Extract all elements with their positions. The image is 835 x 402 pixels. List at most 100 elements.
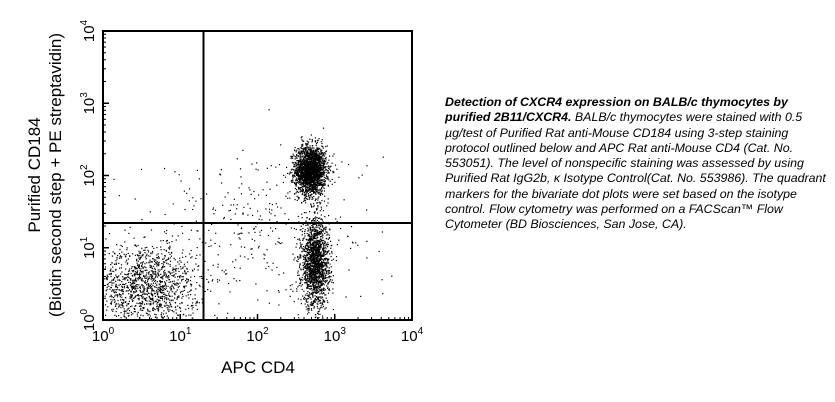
data-point-906 [300, 182, 302, 185]
data-point-1970 [320, 169, 322, 171]
data-point-4726 [139, 252, 141, 254]
data-point-4446 [121, 271, 123, 273]
data-point-1960 [309, 154, 312, 156]
data-point-2630 [307, 224, 309, 226]
data-point-2972 [317, 248, 319, 250]
data-point-3391 [307, 240, 309, 242]
data-point-3571 [312, 226, 314, 228]
data-point-3767 [318, 254, 320, 256]
data-point-1937 [302, 166, 304, 168]
data-point-3731 [308, 233, 310, 235]
data-point-4325 [148, 285, 150, 288]
data-point-4812 [138, 267, 141, 269]
data-point-4184 [166, 280, 168, 282]
data-point-3458 [318, 300, 320, 302]
data-point-2184 [311, 177, 313, 179]
data-point-4578 [152, 299, 154, 301]
data-point-1684 [299, 176, 301, 178]
data-point-3658 [306, 282, 308, 284]
data-point-3261 [321, 235, 323, 237]
data-point-2999 [325, 274, 327, 276]
data-point-1430 [321, 171, 323, 173]
data-point-4007 [140, 308, 142, 310]
data-point-4269 [170, 255, 172, 257]
data-point-3030 [313, 247, 315, 249]
data-point-3817 [300, 254, 302, 256]
data-point-3771 [312, 258, 314, 260]
data-point-1774 [307, 189, 309, 191]
data-point-4965 [149, 284, 151, 286]
data-point-3165 [311, 281, 313, 283]
data-point-1954 [321, 162, 323, 164]
data-point-4025 [124, 273, 126, 275]
data-point-4790 [150, 278, 152, 280]
data-point-3043 [308, 285, 310, 287]
data-point-1398 [312, 188, 314, 190]
data-point-1872 [318, 174, 320, 177]
data-point-3777 [306, 293, 308, 295]
data-point-2033 [299, 182, 301, 184]
data-point-3974 [179, 303, 181, 305]
data-point-3361 [297, 298, 299, 300]
data-point-1854 [309, 176, 311, 178]
data-point-3918 [169, 257, 171, 259]
data-point-900 [324, 169, 326, 171]
data-point-3641 [326, 263, 328, 265]
data-point-4244 [114, 295, 116, 297]
data-point-1728 [315, 198, 317, 200]
data-point-4429 [149, 311, 151, 313]
data-point-1246 [302, 168, 304, 170]
data-point-4485 [164, 213, 166, 216]
data-point-1655 [313, 161, 315, 163]
data-point-4638 [168, 306, 170, 308]
data-point-3691 [302, 248, 304, 250]
data-point-762 [292, 175, 294, 177]
data-point-4875 [168, 294, 170, 297]
data-point-1991 [317, 148, 319, 150]
data-point-4470 [139, 276, 141, 278]
data-point-3720 [313, 300, 315, 303]
data-point-472 [302, 163, 304, 165]
data-point-3363 [310, 249, 312, 251]
data-point-1653 [313, 179, 315, 181]
data-point-3408 [315, 279, 317, 281]
data-point-4566 [159, 303, 161, 305]
data-point-4322 [149, 275, 151, 277]
data-point-4031 [108, 285, 110, 287]
data-point-145 [301, 184, 303, 186]
data-point-4368 [113, 278, 115, 280]
data-point-1335 [305, 169, 307, 171]
data-point-3674 [309, 231, 311, 233]
data-points [104, 109, 393, 320]
data-point-3728 [318, 249, 320, 251]
data-point-3426 [321, 261, 324, 264]
data-point-1810 [327, 177, 329, 179]
data-point-4804 [131, 270, 133, 272]
data-point-1160 [309, 194, 311, 196]
data-point-3818 [307, 263, 309, 266]
data-point-3623 [320, 258, 322, 260]
data-point-3194 [301, 230, 303, 233]
data-point-4131 [159, 297, 162, 300]
data-point-2118 [309, 156, 312, 158]
data-point-3324 [313, 249, 315, 251]
data-point-4139 [152, 265, 155, 267]
data-point-4148 [170, 251, 173, 253]
data-point-2094 [315, 185, 317, 187]
data-point-2383 [312, 257, 314, 259]
data-point-4813 [175, 284, 177, 286]
data-point-3275 [308, 312, 310, 314]
data-point-3673 [312, 285, 314, 288]
data-point-3564 [308, 249, 310, 251]
data-point-3618 [328, 258, 330, 261]
data-point-3665 [328, 271, 330, 273]
data-point-2099 [319, 183, 321, 185]
data-point-1503 [308, 168, 310, 170]
data-point-4997 [166, 259, 168, 261]
data-point-2613 [316, 306, 318, 308]
data-point-2114 [309, 175, 311, 177]
data-point-4877 [126, 247, 128, 249]
data-point-2188 [312, 171, 314, 173]
data-point-4320 [175, 268, 177, 270]
data-point-3124 [316, 273, 318, 275]
